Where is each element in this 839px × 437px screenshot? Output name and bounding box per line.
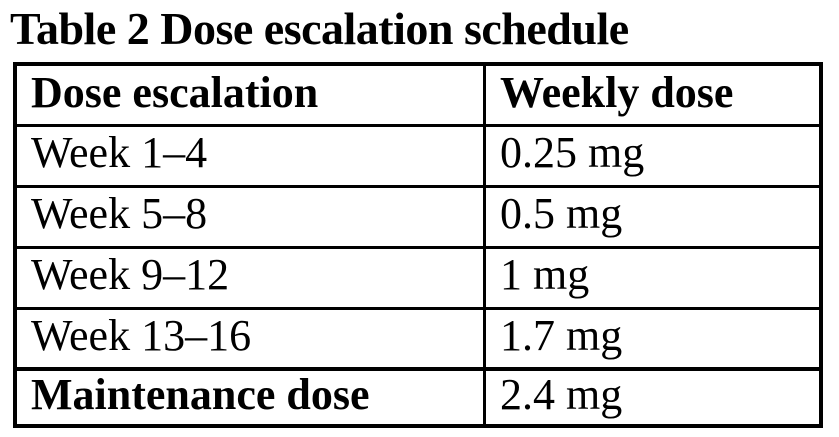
- table-body: Week 1–4 0.25 mg Week 5–8 0.5 mg Week 9–…: [13, 123, 823, 428]
- table-row-maintenance: Maintenance dose 2.4 mg: [13, 367, 823, 428]
- row-label: Week 13–16: [13, 306, 486, 371]
- table-row: Week 1–4 0.25 mg: [13, 123, 823, 188]
- header-row: Dose escalation Weekly dose: [13, 62, 823, 127]
- table-caption: Table 2 Dose escalation schedule: [10, 3, 629, 54]
- row-value: 1.7 mg: [483, 306, 823, 371]
- dose-escalation-table: Dose escalation Weekly dose Week 1–4 0.2…: [13, 62, 823, 428]
- table-row: Week 13–16 1.7 mg: [13, 306, 823, 371]
- row-value: 0.5 mg: [483, 184, 823, 249]
- table-row: Week 5–8 0.5 mg: [13, 184, 823, 249]
- row-value: 2.4 mg: [483, 367, 823, 428]
- row-label: Week 1–4: [13, 123, 486, 188]
- table-header: Dose escalation Weekly dose: [13, 62, 823, 127]
- table-row: Week 9–12 1 mg: [13, 245, 823, 310]
- header-weekly-dose: Weekly dose: [483, 62, 823, 127]
- header-dose-escalation: Dose escalation: [13, 62, 486, 127]
- row-value: 1 mg: [483, 245, 823, 310]
- row-label: Week 5–8: [13, 184, 486, 249]
- row-label: Maintenance dose: [13, 367, 486, 428]
- row-value: 0.25 mg: [483, 123, 823, 188]
- row-label: Week 9–12: [13, 245, 486, 310]
